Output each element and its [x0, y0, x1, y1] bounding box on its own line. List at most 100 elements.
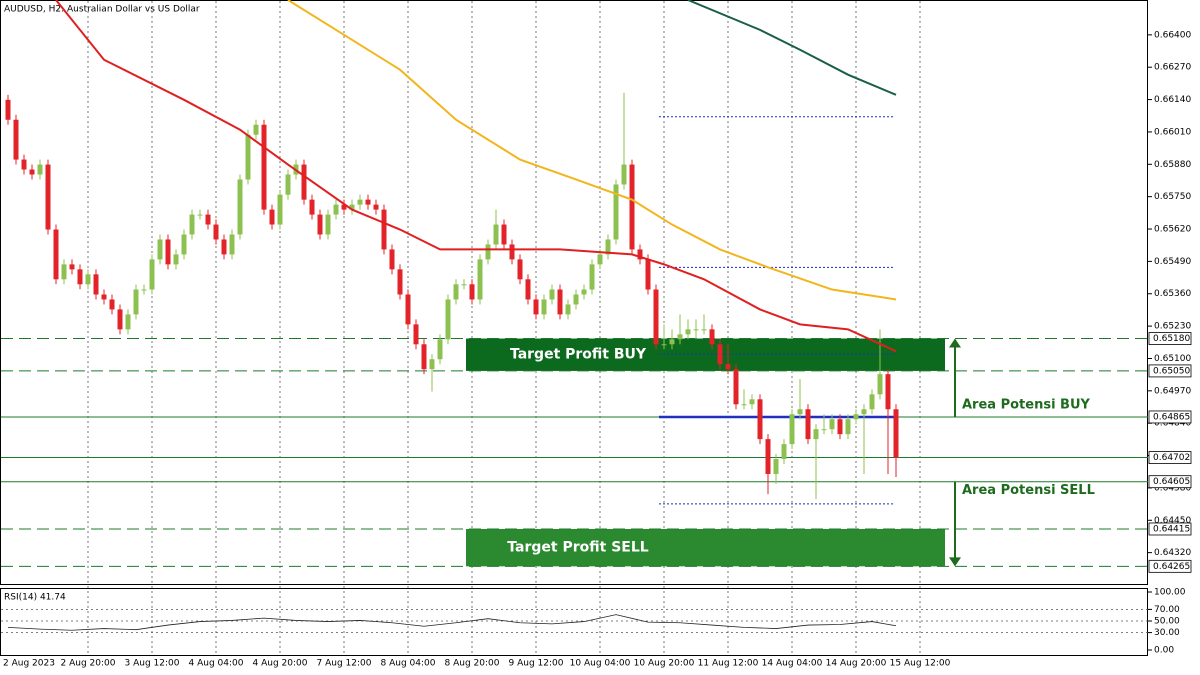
- candle-body: [381, 209, 387, 250]
- candle-body: [669, 339, 675, 345]
- candle-body: [837, 419, 843, 435]
- candle-body: [557, 289, 563, 315]
- candle-body: [389, 249, 395, 270]
- candle-body: [413, 324, 419, 345]
- candle-body: [341, 204, 347, 210]
- arrow-head: [949, 338, 961, 348]
- candle-body: [645, 259, 651, 290]
- y-tick-label: 0.65750: [1154, 192, 1191, 202]
- x-tick-label: 8 Aug 04:00: [381, 659, 436, 669]
- candle-body: [61, 264, 67, 280]
- candle-body: [757, 399, 763, 440]
- candle-body: [157, 239, 163, 260]
- candle-body: [261, 124, 267, 210]
- candle-body: [229, 234, 235, 255]
- level-box: [1148, 332, 1192, 345]
- candle-body: [21, 159, 27, 170]
- candle-body: [773, 459, 779, 474]
- candle-body: [133, 289, 139, 315]
- y-tick-label: 0.66010: [1154, 127, 1191, 137]
- candle-body: [397, 269, 403, 295]
- moving-average: [687, 0, 897, 96]
- level-label: 0.64865: [1153, 412, 1190, 422]
- rsi-tick-label: 100.00: [1154, 588, 1186, 598]
- candle-body: [533, 299, 539, 315]
- y-tick-label: 0.65490: [1154, 257, 1191, 267]
- y-tick-label: 0.65360: [1154, 289, 1191, 299]
- candle-body: [125, 314, 131, 330]
- candle-body: [333, 204, 339, 215]
- level-label: 0.65180: [1153, 334, 1190, 344]
- candle-body: [77, 269, 83, 285]
- candle-body: [101, 294, 107, 300]
- rsi-tick-label: 50.00: [1154, 617, 1180, 627]
- annotation: Area Potensi SELL: [962, 483, 1095, 498]
- y-tick-label: 0.64840: [1154, 419, 1191, 429]
- level-label: 0.64605: [1153, 477, 1190, 487]
- candle-body: [165, 239, 171, 265]
- candle-body: [117, 309, 123, 330]
- zone-label: Target Profit SELL: [507, 540, 648, 556]
- y-tick-label: 0.64450: [1154, 516, 1191, 526]
- y-tick-label: 0.66400: [1154, 30, 1191, 40]
- candle-body: [37, 164, 43, 175]
- x-tick-label: 11 Aug 12:00: [698, 659, 759, 669]
- candle-body: [789, 414, 795, 445]
- level-label: 0.64265: [1153, 562, 1190, 572]
- rsi-pane: [0, 588, 1148, 656]
- candle-body: [893, 409, 899, 458]
- candle-body: [581, 289, 587, 295]
- candle-body: [605, 239, 611, 255]
- level-box: [1148, 451, 1192, 464]
- candle-body: [365, 199, 371, 205]
- candle-body: [541, 299, 547, 315]
- candle-body: [405, 294, 411, 325]
- candle-body: [885, 374, 891, 410]
- candle-body: [485, 244, 491, 260]
- arrow-head: [949, 557, 961, 567]
- candle-body: [621, 164, 627, 185]
- candle-body: [221, 239, 227, 255]
- candle-body: [253, 124, 259, 135]
- candle-body: [781, 444, 787, 460]
- candle-body: [573, 294, 579, 305]
- y-tick-label: 0.66140: [1154, 95, 1191, 105]
- x-tick-label: 10 Aug 04:00: [570, 659, 631, 669]
- candle-body: [429, 359, 435, 370]
- y-tick-label: 0.64580: [1154, 483, 1191, 493]
- zone-label: Target Profit BUY: [510, 347, 647, 363]
- y-tick-label: 0.65880: [1154, 160, 1191, 170]
- candle-body: [845, 419, 851, 435]
- x-tick-label: 2 Aug 20:00: [61, 659, 116, 669]
- level-label: 0.65050: [1153, 366, 1190, 376]
- rsi-tick-label: 30.00: [1154, 628, 1180, 638]
- candle-body: [805, 409, 811, 440]
- candle-body: [197, 214, 203, 216]
- candle-body: [717, 344, 723, 365]
- candle-body: [797, 409, 803, 415]
- candle-body: [677, 334, 683, 340]
- candle-body: [277, 194, 283, 225]
- x-tick-label: 4 Aug 04:00: [189, 659, 244, 669]
- level-box: [1148, 364, 1192, 378]
- y-tick-label: 0.64970: [1154, 386, 1191, 396]
- candle-body: [653, 289, 659, 345]
- y-tick-label: 0.65100: [1154, 354, 1191, 364]
- candle-body: [821, 429, 827, 431]
- candle-body: [213, 224, 219, 240]
- candle-body: [749, 399, 755, 405]
- y-tick-label: 0.66270: [1154, 63, 1191, 73]
- rsi-tick-label: 70.00: [1154, 605, 1180, 615]
- candle-body: [829, 419, 835, 430]
- candle-body: [613, 184, 619, 240]
- candle-body: [357, 199, 363, 205]
- candle-body: [445, 299, 451, 340]
- candle-body: [45, 164, 51, 230]
- candle-body: [765, 439, 771, 474]
- annotation: Area Potensi BUY: [962, 397, 1091, 412]
- candle-body: [301, 164, 307, 200]
- candle-body: [709, 329, 715, 345]
- y-tick-label: 0.64320: [1154, 548, 1191, 558]
- candle-body: [245, 134, 251, 180]
